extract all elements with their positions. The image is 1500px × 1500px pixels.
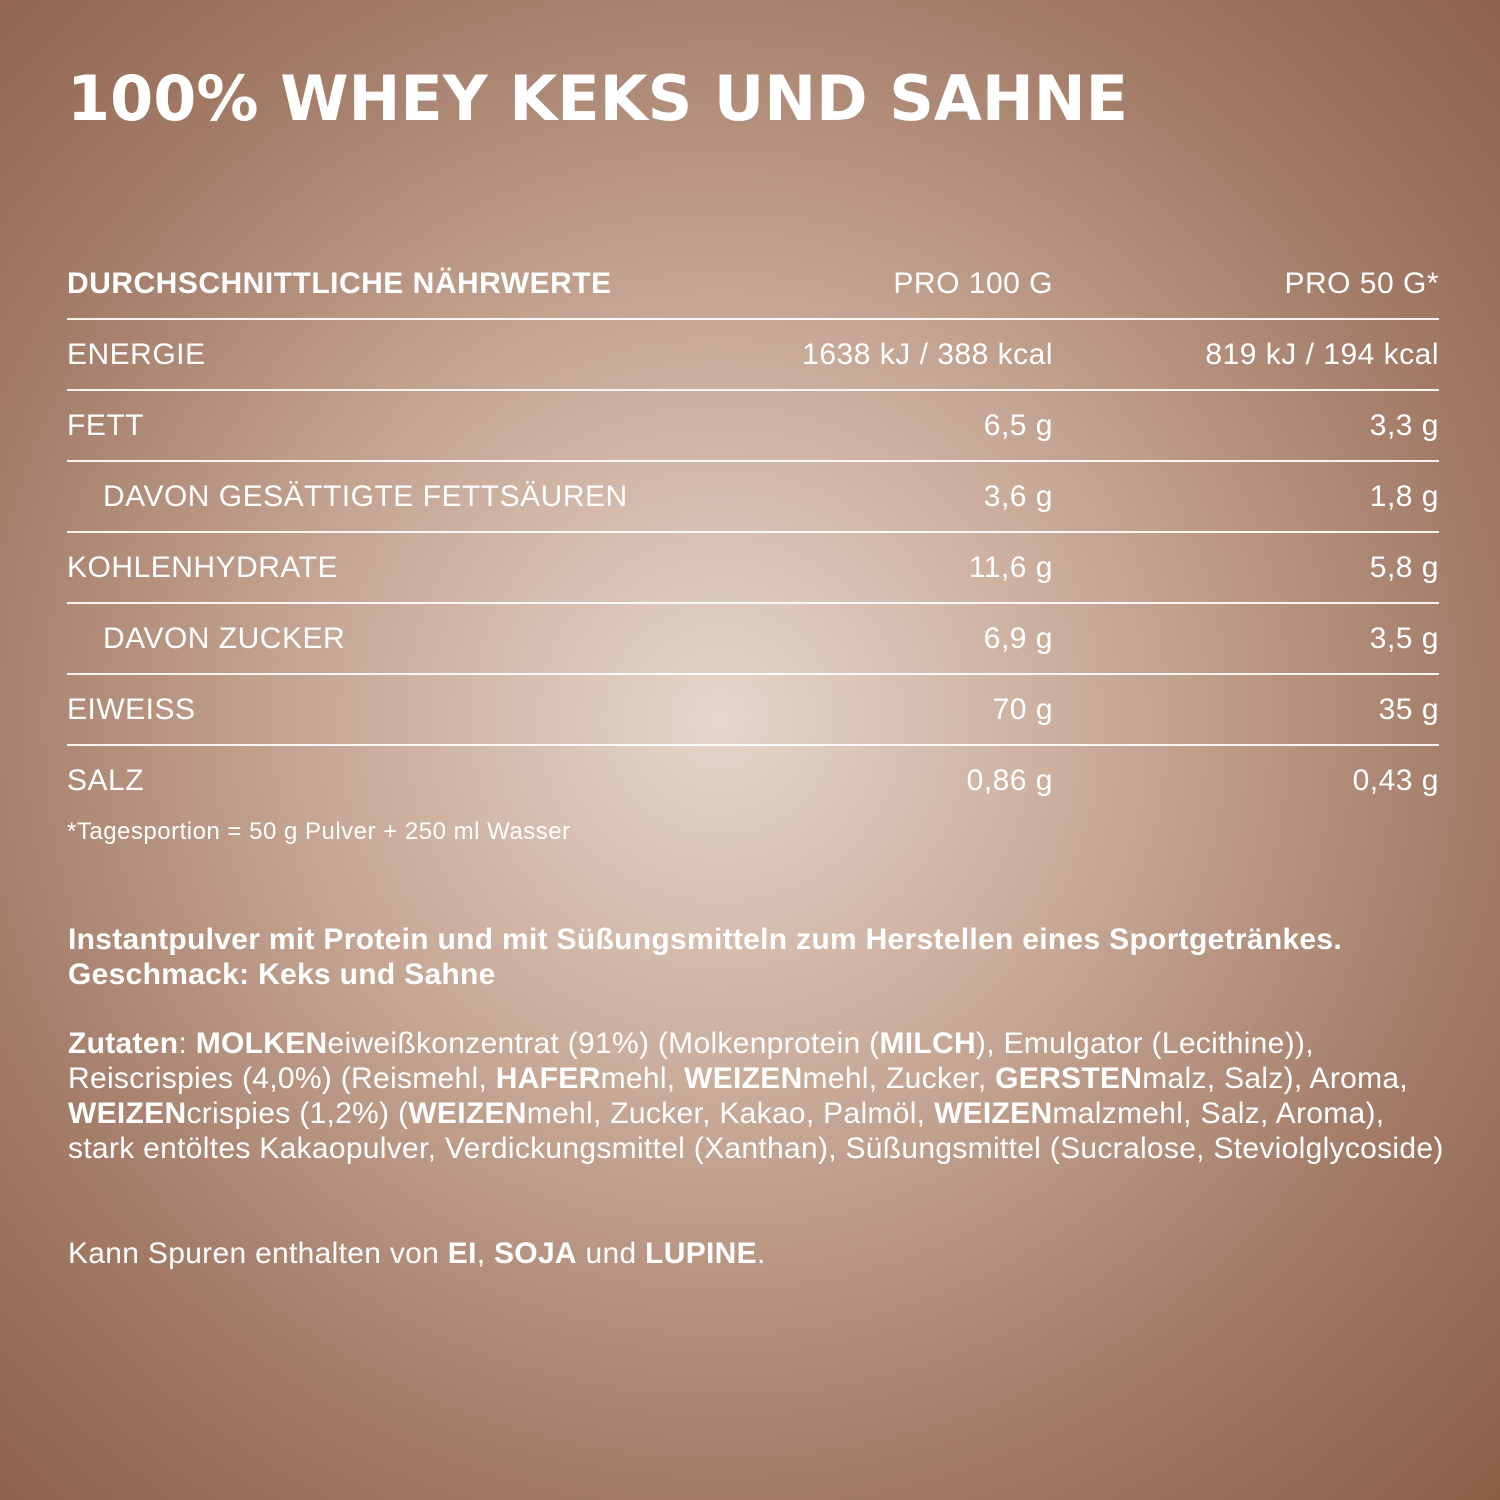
value-per-100g: 6,9 g [983,621,1053,655]
allergen-highlight: LUPINE [645,1237,757,1270]
nutrition-table: DURCHSCHNITTLICHE NÄHRWERTE PRO 100 G PR… [67,250,1439,815]
nutrition-table-header: DURCHSCHNITTLICHE NÄHRWERTE PRO 100 G PR… [67,250,1439,320]
text-segment: eiweißkonzentrat (91%) (Molkenprotein ( [327,1027,880,1060]
header-per-50g: PRO 50 G* [1284,267,1439,300]
text-segment: ), Emulgator (Lecithine)), Reiscrispies … [68,1027,1314,1095]
value-per-100g: 3,6 g [983,479,1053,513]
text-segment: mehl, [600,1062,685,1095]
nutrient-label: DAVON GESÄTTIGTE FETTSÄUREN [103,479,628,513]
nutrient-label: KOHLENHYDRATE [67,550,338,584]
allergen-highlight: WEIZEN [68,1097,187,1130]
value-per-100g: 6,5 g [983,408,1053,442]
header-per-100g: PRO 100 G [893,267,1053,300]
value-per-100g: 11,6 g [968,550,1053,584]
text-segment: : [178,1027,196,1060]
value-per-100g: 1638 kJ / 388 kcal [802,337,1053,371]
table-row: SALZ 0,86 g 0,43 g [67,746,1439,815]
text-segment: malz, Salz), Aroma, [1142,1062,1409,1095]
value-per-50g: 1,8 g [1369,479,1439,513]
table-row: KOHLENHYDRATE 11,6 g 5,8 g [67,533,1439,604]
table-row: FETT 6,5 g 3,3 g [67,391,1439,462]
value-per-50g: 0,43 g [1352,763,1439,797]
value-per-50g: 5,8 g [1369,550,1439,584]
text-segment: crispies (1,2%) ( [186,1097,409,1130]
product-description: Instantpulver mit Protein und mit Süßung… [68,923,1343,991]
text-segment: Kann Spuren enthalten von [68,1237,448,1270]
value-per-100g: 0,86 g [966,763,1053,797]
text-segment: . [756,1237,766,1270]
nutrient-label: FETT [67,408,144,442]
text-segment: und [576,1237,646,1270]
header-nutrient: DURCHSCHNITTLICHE NÄHRWERTE [67,267,612,300]
allergen-highlight: SOJA [494,1237,577,1270]
ingredients-text: Zutaten: MOLKENeiweißkonzentrat (91%) (M… [68,1026,1448,1166]
allergen-highlight: MILCH [879,1027,976,1060]
nutrient-label: DAVON ZUCKER [103,621,346,655]
nutrient-label: SALZ [67,763,145,797]
text-segment: mehl, Zucker, Kakao, Palmöl, [526,1097,934,1130]
table-row: DAVON ZUCKER 6,9 g 3,5 g [67,604,1439,675]
text-segment: mehl, Zucker, [802,1062,996,1095]
allergen-highlight: HAFER [495,1062,601,1095]
serving-footnote: *Tagesportion = 50 g Pulver + 250 ml Was… [67,818,571,845]
allergen-highlight: WEIZEN [684,1062,803,1095]
value-per-50g: 3,3 g [1369,408,1439,442]
allergen-highlight: WEIZEN [933,1097,1053,1130]
table-row: DAVON GESÄTTIGTE FETTSÄUREN 3,6 g 1,8 g [67,462,1439,533]
table-row: ENERGIE 1638 kJ / 388 kcal 819 kJ / 194 kc… [67,320,1439,391]
table-row: EIWEISS 70 g 35 g [67,675,1439,746]
allergen-highlight: GERSTEN [995,1062,1143,1095]
product-title: 100% WHEY KEKS UND SAHNE [67,62,1128,135]
value-per-50g: 819 kJ / 194 kcal [1205,337,1439,371]
allergen-highlight: WEIZEN [408,1097,527,1130]
text-segment: malzmehl, Salz, Aroma), stark entöltes K… [68,1097,1444,1165]
allergen-highlight: MOLKEN [195,1027,328,1060]
value-per-50g: 35 g [1378,692,1439,726]
value-per-50g: 3,5 g [1369,621,1439,655]
nutrient-label: EIWEISS [67,692,196,726]
text-segment: , [476,1237,494,1270]
nutrient-label: ENERGIE [67,337,206,371]
value-per-100g: 70 g [992,692,1053,726]
allergen-highlight: EI [447,1237,477,1270]
allergen-traces-text: Kann Spuren enthalten von EI, SOJA und L… [68,1236,1448,1271]
allergen-highlight: Zutaten [68,1027,179,1060]
